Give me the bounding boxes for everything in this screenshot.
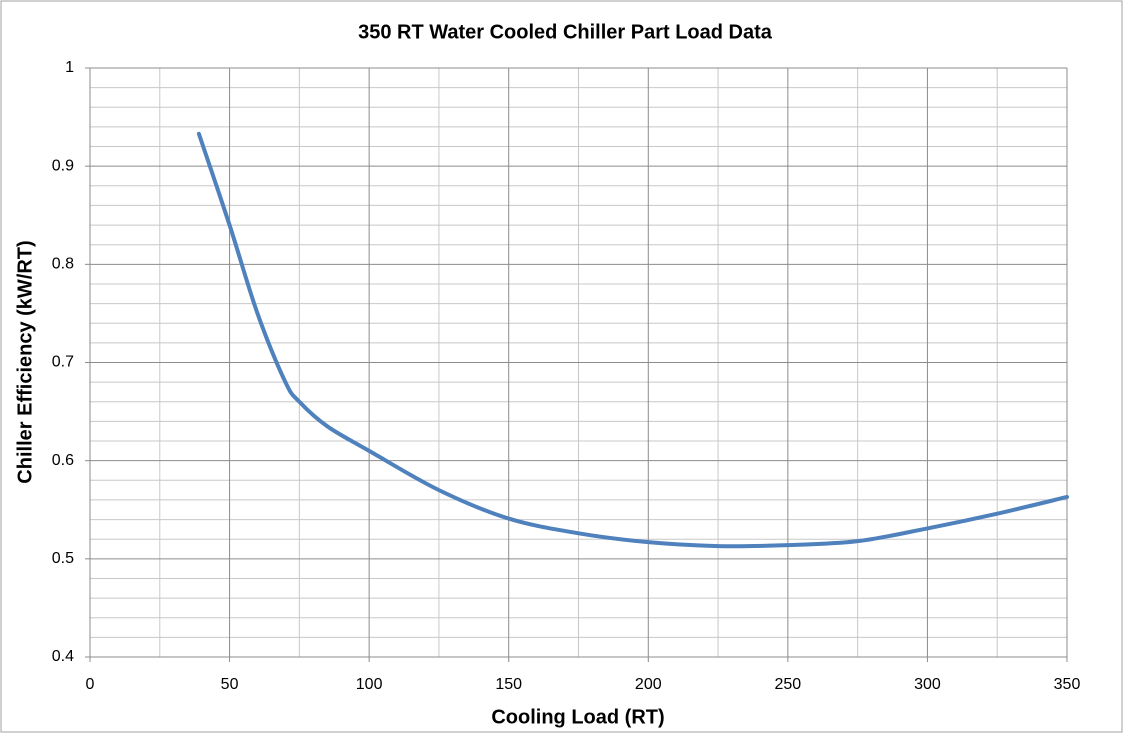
- x-tick-label: 300: [914, 676, 941, 693]
- y-tick-label: 0.5: [52, 550, 74, 567]
- y-tick-label: 0.4: [52, 648, 74, 665]
- y-tick-label: 0.9: [52, 157, 74, 174]
- y-axis-label: Chiller Efficiency (kW/RT): [14, 240, 36, 483]
- x-tick-label: 250: [775, 676, 802, 693]
- x-tick-label: 150: [495, 676, 522, 693]
- y-tick-label: 1: [65, 59, 74, 76]
- x-tick-label: 350: [1054, 676, 1081, 693]
- x-axis-label: Cooling Load (RT): [491, 706, 664, 728]
- y-tick-label: 0.8: [52, 256, 74, 273]
- x-tick-label: 50: [221, 676, 239, 693]
- y-tick-label: 0.7: [52, 354, 74, 371]
- y-tick-label: 0.6: [52, 452, 74, 469]
- x-tick-label: 100: [356, 676, 383, 693]
- line-series: [196, 131, 1069, 549]
- x-tick-label: 0: [86, 676, 95, 693]
- chart-title: 350 RT Water Cooled Chiller Part Load Da…: [358, 21, 773, 43]
- grid: [89, 67, 1068, 658]
- x-tick-label: 200: [635, 676, 662, 693]
